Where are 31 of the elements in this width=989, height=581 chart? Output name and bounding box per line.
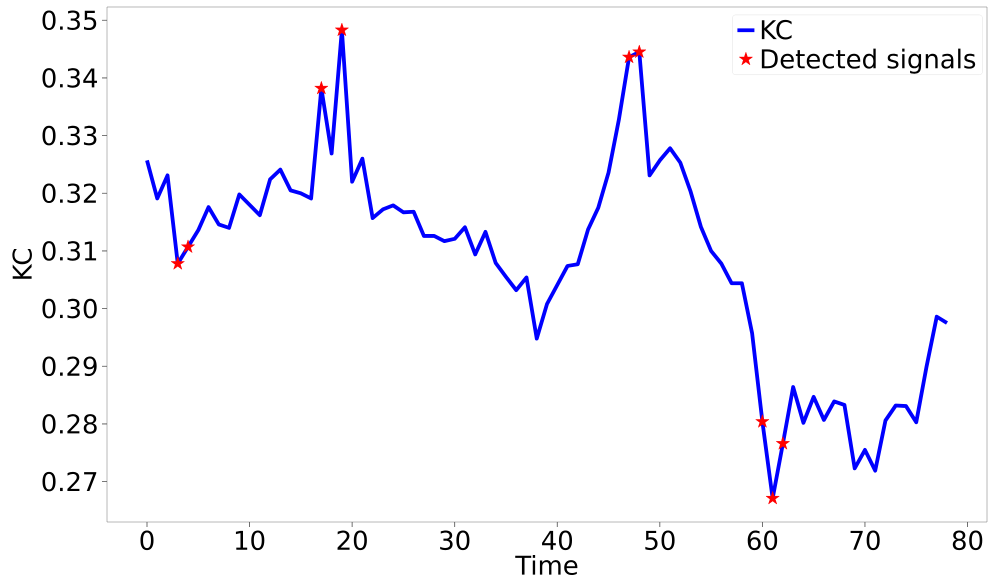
y-tick-label: 0.31 [42, 241, 96, 261]
y-tick-label: 0.27 [42, 472, 96, 492]
x-tick-label: 70 [850, 530, 880, 550]
x-tick-label: 60 [748, 530, 778, 550]
y-axis-title: KC [12, 249, 32, 279]
y-tick-label: 0.29 [42, 356, 97, 376]
point [170, 256, 185, 270]
legend-label: Detected signals [762, 48, 976, 74]
y-tick-label: 0.34 [42, 68, 98, 88]
point [181, 240, 195, 253]
x-tick-label: 20 [338, 530, 367, 550]
x-axis-title: Time [515, 554, 578, 575]
y-tick-label: 0.28 [42, 414, 97, 434]
y-tick-label: 0.33 [42, 126, 96, 146]
point [776, 436, 790, 450]
x-tick-label: 10 [236, 530, 264, 550]
point [755, 414, 770, 428]
y-tick-label: 0.32 [42, 183, 96, 204]
legend-label: KC [762, 20, 792, 40]
x-tick-label: 30 [440, 530, 470, 550]
x-tick-label: 40 [542, 530, 572, 550]
y-tick-label: 0.30 [42, 298, 97, 318]
point [334, 22, 349, 36]
point [314, 81, 328, 94]
x-tick-label: 80 [952, 530, 982, 550]
x-tick-label: 0 [140, 530, 154, 550]
point [766, 491, 780, 504]
point [632, 44, 646, 58]
y-tick-label: 0.35 [42, 10, 96, 30]
point [622, 50, 636, 64]
x-tick-label: 50 [645, 530, 675, 550]
